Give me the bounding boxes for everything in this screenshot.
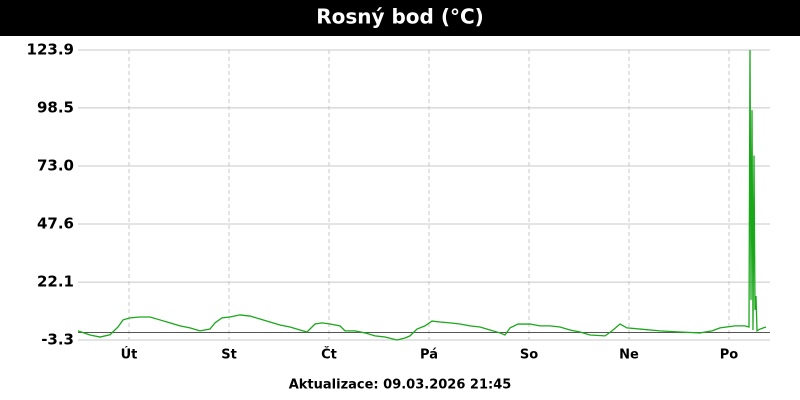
y-tick-label: -3.3	[41, 331, 74, 349]
y-tick-label: 73.0	[37, 157, 74, 175]
x-tick-label: Po	[720, 348, 739, 363]
footer: Aktualizace: 09.03.2026 21:45	[289, 378, 512, 393]
x-tick-label: Ne	[619, 348, 639, 363]
x-tick-label: Čt	[321, 347, 337, 363]
y-tick-label: 123.9	[27, 41, 74, 59]
chart-title: Rosný bod (°C)	[316, 5, 484, 29]
x-tick-label: Pá	[420, 348, 438, 363]
x-tick-label: Út	[121, 347, 138, 363]
x-tick-label: So	[520, 348, 538, 363]
data-line	[77, 49, 767, 341]
x-tick-label: St	[221, 348, 237, 363]
y-tick-label: 98.5	[37, 98, 74, 116]
y-tick-label: 22.1	[37, 273, 74, 291]
y-tick-label: 47.6	[37, 214, 74, 232]
header-bar	[0, 0, 800, 36]
